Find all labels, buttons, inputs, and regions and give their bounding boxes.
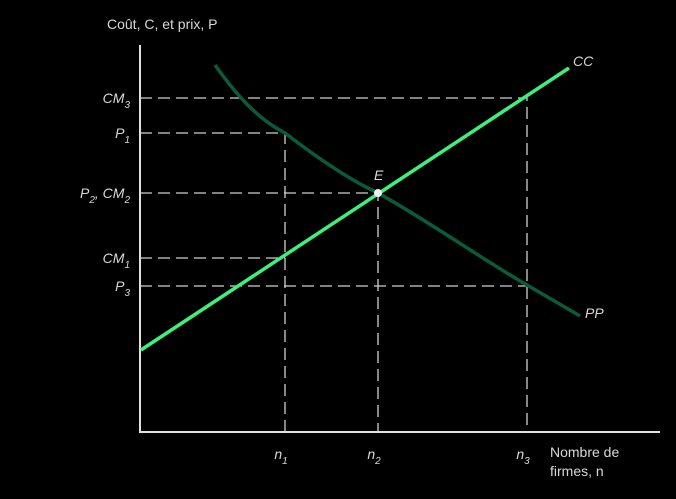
x-label: n1 bbox=[274, 446, 287, 467]
x-axis-title: firmes, n bbox=[550, 463, 604, 479]
y-axis-title: Coût, C, et prix, P bbox=[107, 16, 217, 32]
label-sub: 1 bbox=[124, 260, 130, 271]
label-base: P bbox=[80, 185, 90, 201]
point-label: E bbox=[374, 167, 384, 183]
label-base: CM bbox=[103, 90, 125, 106]
axes bbox=[139, 45, 660, 433]
label-sub: 2 bbox=[123, 195, 130, 206]
cc-curve bbox=[140, 66, 570, 352]
label-base: , CM bbox=[95, 185, 125, 201]
label-sub: 1 bbox=[124, 135, 130, 146]
guide-cm3 bbox=[140, 97, 528, 432]
equilibrium-point bbox=[374, 189, 382, 197]
x-axis-title: Nombre de bbox=[550, 444, 619, 460]
label-base: P bbox=[115, 125, 125, 141]
label-sub: 3 bbox=[124, 100, 130, 111]
label-base: P bbox=[115, 278, 125, 294]
label-sub: 1 bbox=[282, 456, 288, 467]
label-sub: 3 bbox=[524, 456, 530, 467]
label-sub: 2 bbox=[374, 456, 381, 467]
pp-curve bbox=[213, 63, 581, 318]
label-sub: 2 bbox=[88, 195, 95, 206]
y-label: P2, CM2 bbox=[80, 185, 130, 206]
curve-label: PP bbox=[585, 305, 604, 321]
x-label: n3 bbox=[516, 446, 530, 467]
label-base: n bbox=[367, 446, 375, 462]
y-label: CM1 bbox=[103, 250, 130, 271]
y-label: CM3 bbox=[103, 90, 131, 111]
label-base: CM bbox=[103, 250, 125, 266]
label-sub: 3 bbox=[124, 288, 130, 299]
curve-label: CC bbox=[573, 53, 594, 69]
x-label: n2 bbox=[367, 446, 381, 467]
label-base: n bbox=[274, 446, 282, 462]
y-label: P1 bbox=[115, 125, 130, 146]
y-label: P3 bbox=[115, 278, 130, 299]
label-base: n bbox=[516, 446, 524, 462]
